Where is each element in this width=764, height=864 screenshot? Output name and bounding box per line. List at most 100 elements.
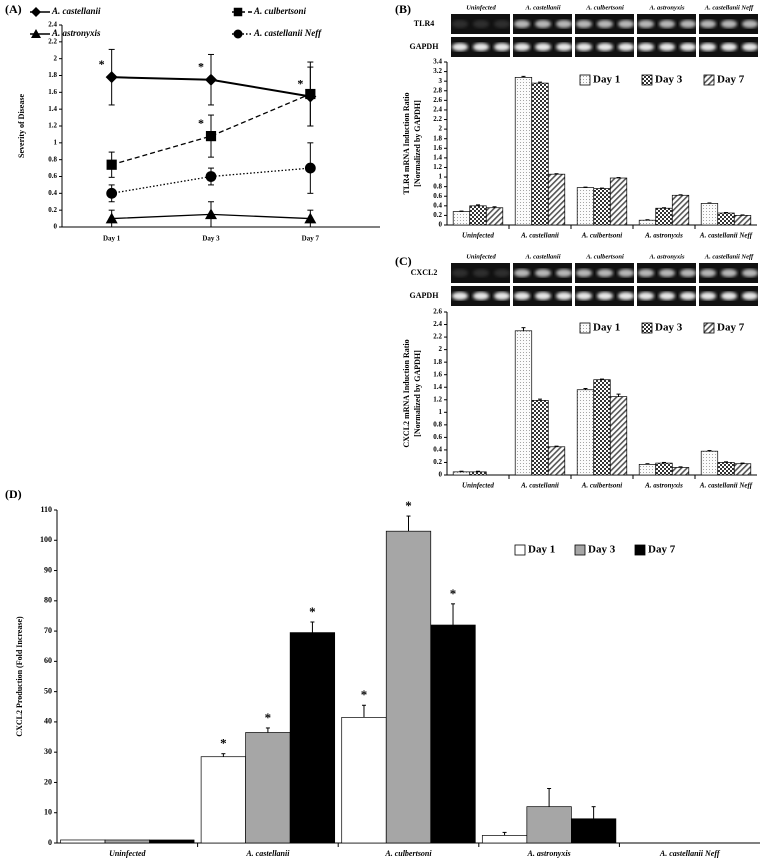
gel-band: [597, 43, 613, 51]
gel-band: [494, 269, 510, 277]
gel-band: [742, 43, 758, 51]
y-tick-label: 0: [439, 471, 443, 479]
y-tick-label: 1: [54, 138, 58, 146]
x-tick-label: Uninfected: [462, 482, 494, 490]
y-tick-label: 2: [439, 125, 443, 133]
legend-label: Day 3: [588, 544, 616, 556]
significance-mark: *: [265, 710, 272, 725]
y-tick-label: 2.2: [433, 115, 442, 123]
gel-band: [514, 43, 530, 51]
gel-band: [638, 269, 654, 277]
bar: [700, 203, 719, 226]
x-tick-label: Day 7: [302, 235, 320, 243]
significance-mark: *: [450, 586, 457, 601]
y-tick-label: 0.6: [48, 172, 57, 180]
x-tick-label: Uninfected: [462, 232, 494, 240]
gel-band: [700, 20, 716, 28]
gel-band: [576, 269, 592, 277]
y-tick-label: 0.2: [433, 458, 442, 466]
gel-band: [494, 292, 510, 300]
gel-band: [597, 269, 613, 277]
gel-lane-label: Uninfected: [466, 4, 496, 11]
significance-mark: *: [220, 736, 227, 751]
y-tick-label: 1.8: [433, 358, 442, 366]
bar: [547, 446, 566, 476]
legend-swatch: [641, 74, 653, 86]
y-tick-label: 110: [40, 505, 52, 514]
gel-band: [700, 292, 716, 300]
gel-row-label: GAPDH: [410, 291, 440, 300]
bar: [638, 219, 657, 226]
gel-band: [576, 292, 592, 300]
gel-band: [556, 20, 572, 28]
panel-label: (A): [5, 2, 22, 16]
bar: [469, 471, 487, 476]
legend-swatch: [579, 74, 591, 86]
bar: [700, 450, 719, 476]
gel-band: [721, 269, 737, 277]
x-tick-label: Day 1: [103, 235, 121, 243]
legend-swatch: [634, 544, 646, 556]
y-axis-label: [Normalized by GAPDH]: [413, 100, 422, 187]
y-tick-label: 0.6: [433, 192, 442, 200]
gel-lane-label: A. castellanii Neff: [704, 4, 754, 11]
y-tick-label: 2.4: [433, 106, 442, 114]
gel-band: [680, 292, 696, 300]
gel-band: [514, 269, 530, 277]
bar: [200, 756, 246, 844]
legend-swatch: [579, 322, 591, 334]
y-tick-label: 1: [439, 408, 443, 416]
gel-band: [742, 292, 758, 300]
gel-row-label: GAPDH: [410, 42, 440, 51]
y-tick-label: 0: [48, 838, 52, 847]
marker: [106, 159, 117, 170]
y-tick-label: 3.4: [433, 58, 442, 66]
gel-band: [680, 43, 696, 51]
x-tick-label: A. culbertsoni: [581, 232, 623, 240]
bar: [514, 76, 533, 226]
legend-label: Day 1: [528, 544, 555, 556]
y-tick-label: 1.6: [433, 370, 442, 378]
bar: [531, 400, 549, 476]
y-axis-label: [Normalized by GAPDH]: [413, 350, 422, 437]
y-tick-label: 80: [44, 596, 52, 605]
gel-band: [597, 20, 613, 28]
y-tick-label: 1: [439, 173, 443, 181]
marker: [105, 71, 118, 84]
x-tick-label: Uninfected: [109, 849, 146, 858]
legend-label: A. castellanii Neff: [253, 28, 322, 38]
significance-mark: *: [198, 116, 204, 130]
bar: [385, 530, 432, 844]
bar: [733, 215, 752, 226]
bar: [149, 839, 195, 844]
gel-band: [659, 269, 675, 277]
gel-band: [576, 20, 592, 28]
gel-lane-label: A. castellanii: [524, 4, 560, 11]
gel-band: [535, 43, 551, 51]
y-tick-label: 1.2: [433, 163, 442, 171]
significance-mark: *: [99, 57, 105, 71]
bar: [576, 389, 595, 476]
panel-label: (C): [395, 254, 412, 268]
bar: [104, 839, 150, 844]
legend-swatch: [574, 544, 586, 556]
legend-marker: [31, 7, 41, 17]
y-tick-label: 0.8: [433, 420, 442, 428]
bar: [547, 173, 566, 226]
x-tick-label: A. castellanii: [245, 849, 290, 858]
gel-band: [473, 269, 489, 277]
legend-marker: [233, 7, 243, 17]
y-tick-label: 30: [44, 747, 52, 756]
bar: [593, 188, 611, 226]
gel-band: [659, 292, 675, 300]
marker: [106, 187, 118, 199]
bar: [655, 462, 673, 476]
gel-band: [721, 43, 737, 51]
y-tick-label: 1.4: [433, 383, 442, 391]
gel-band: [700, 269, 716, 277]
y-tick-label: 2.6: [433, 96, 442, 104]
bar: [245, 732, 291, 844]
legend-label: Day 3: [655, 322, 683, 334]
gel-band: [473, 20, 489, 28]
gel-band: [535, 20, 551, 28]
